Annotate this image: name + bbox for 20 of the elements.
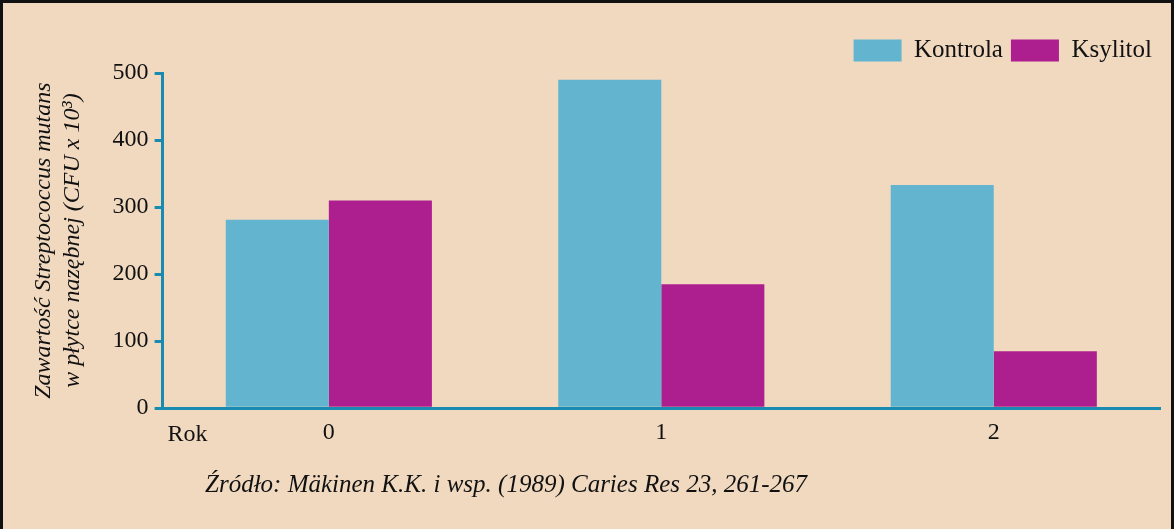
x-tick-label: 2 bbox=[987, 417, 1000, 444]
legend-label: Ksylitol bbox=[1071, 35, 1153, 63]
bar bbox=[993, 351, 1097, 407]
legend-label: Kontrola bbox=[914, 35, 1003, 63]
bar bbox=[890, 184, 994, 407]
bar bbox=[328, 200, 432, 407]
bar bbox=[558, 79, 662, 407]
y-tick-label: 500 bbox=[112, 58, 149, 85]
text: Źródło: Mäkinen K.K. i wsp. (1989) Caries Res 23, 261-267 bbox=[205, 469, 809, 498]
x-axis-title: Rok bbox=[167, 420, 208, 447]
x-tick-label: 0 bbox=[322, 417, 335, 444]
y-tick-label: 0 bbox=[136, 393, 149, 420]
bar bbox=[225, 219, 329, 407]
y-axis-title: Zawartość Streptococcus mutans w płytce nazębnej (CFU x 10³) bbox=[28, 82, 84, 399]
y-tick-label: 400 bbox=[112, 125, 149, 152]
y-tick-label: 200 bbox=[112, 259, 149, 286]
x-tick-label: 1 bbox=[655, 417, 668, 444]
y-tick-label: 300 bbox=[112, 192, 149, 219]
y-tick-label: 100 bbox=[112, 326, 149, 353]
bar bbox=[661, 284, 765, 407]
